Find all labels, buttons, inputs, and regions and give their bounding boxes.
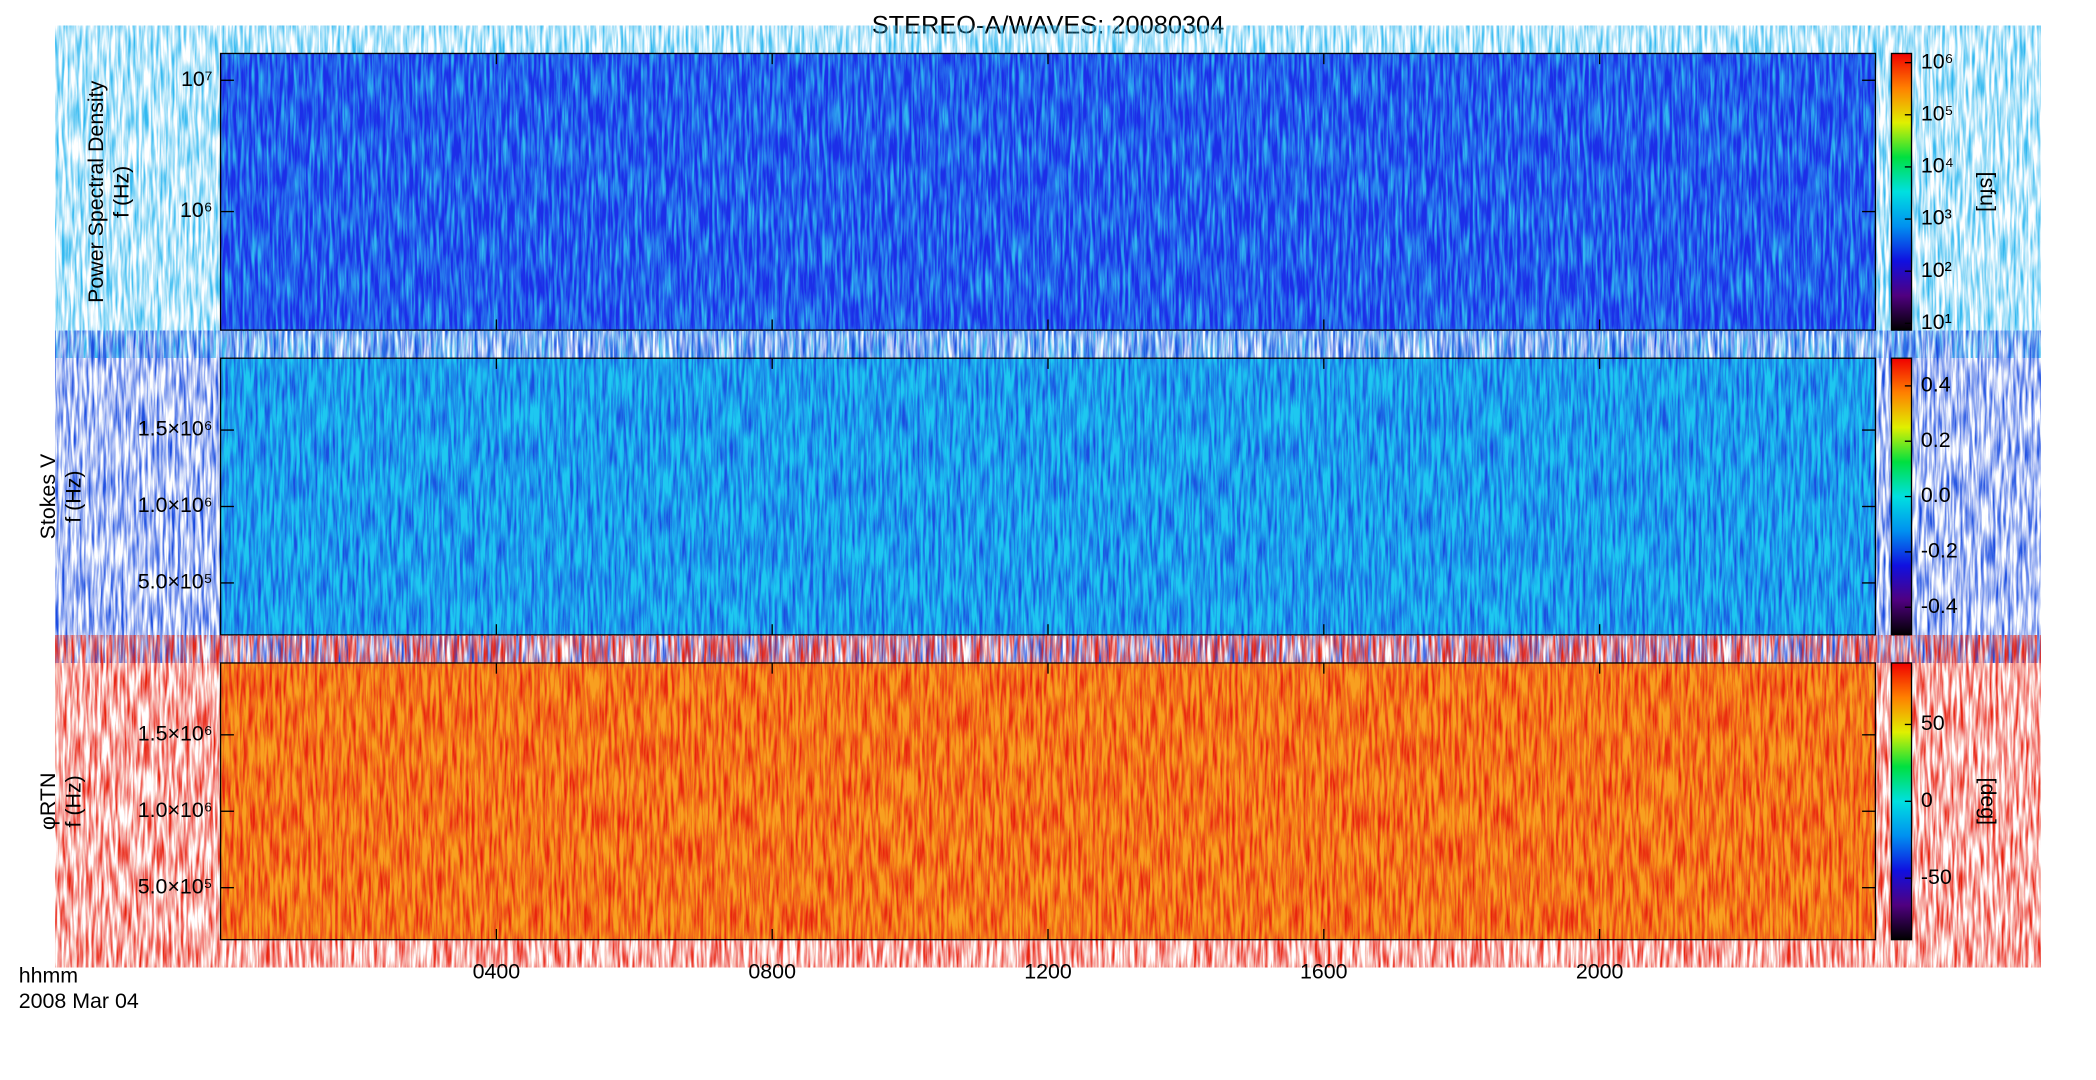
y-axis-label: f (Hz) [61, 775, 85, 827]
y-axis-label: Power Spectral Density [84, 80, 108, 302]
colorbar-label: [deg] [1976, 778, 2000, 826]
colorbar-tick-label: 10⁴ [1921, 154, 1954, 178]
date-label: 2008 Mar 04 [19, 989, 139, 1013]
colorbar-tick-label: 10¹ [1921, 310, 1952, 334]
y-axis-label: f (Hz) [61, 470, 85, 522]
x-axis-label: hhmm [19, 964, 78, 988]
colorbar-tick-label: 50 [1921, 711, 1945, 735]
colorbar-label: [sfu] [1976, 172, 2000, 212]
x-tick-label: 1200 [1024, 960, 1072, 984]
colorbar [1890, 52, 1913, 331]
colorbar-tick-label: -0.2 [1921, 539, 1958, 563]
colorbar-tick-label: 10² [1921, 258, 1952, 282]
colorbar-tick-label: 0.4 [1921, 373, 1951, 397]
y-tick-label: 10⁶ [180, 198, 213, 222]
colorbar-tick-label: 10³ [1921, 206, 1952, 230]
x-tick-label: 0400 [473, 960, 521, 984]
x-tick-label: 1600 [1300, 960, 1348, 984]
y-axis-label: φRTN [36, 773, 60, 830]
colorbar-tick-label: 0.2 [1921, 428, 1951, 452]
colorbar-tick-label: 0 [1921, 788, 1933, 812]
colorbar-tick-label: -0.4 [1921, 594, 1958, 618]
figure-title: STEREO-A/WAVES: 20080304 [872, 11, 1225, 39]
y-tick-label: 5.0×10⁵ [138, 570, 213, 594]
colorbar-tick-label: 10⁵ [1921, 101, 1954, 125]
x-tick-label: 2000 [1576, 960, 1624, 984]
spectrogram-texture [220, 662, 1876, 940]
y-tick-label: 1.5×10⁶ [138, 417, 213, 441]
y-axis-label: Stokes V [36, 453, 60, 539]
spectrogram-texture [220, 358, 1876, 635]
colorbar-tick-label: 10⁶ [1921, 49, 1954, 73]
y-tick-label: 5.0×10⁵ [138, 874, 213, 898]
y-tick-label: 1.5×10⁶ [138, 721, 213, 745]
y-tick-label: 10⁷ [181, 67, 213, 91]
y-tick-label: 1.0×10⁶ [138, 493, 213, 517]
y-axis-label: f (Hz) [110, 166, 134, 218]
x-tick-label: 0800 [748, 960, 796, 984]
colorbar-tick-label: 0.0 [1921, 483, 1951, 507]
colorbar-tick-label: -50 [1921, 865, 1952, 889]
spectrogram-texture [220, 53, 1876, 331]
y-tick-label: 1.0×10⁶ [138, 798, 213, 822]
